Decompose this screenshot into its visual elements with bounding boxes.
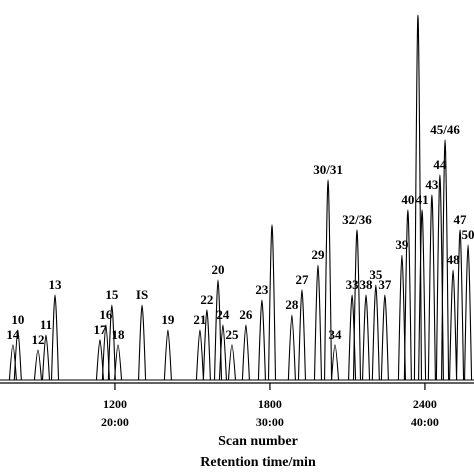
peak [464, 244, 473, 381]
x-tick-label: 2400 [413, 397, 437, 411]
peak [218, 324, 227, 381]
peak-label: 48 [447, 252, 461, 267]
peak-label: 43 [425, 177, 439, 192]
peak-label: 45/46 [430, 122, 460, 137]
peak [195, 329, 204, 381]
peak [435, 174, 444, 381]
peak-label: 50 [462, 227, 474, 242]
peak [413, 14, 422, 381]
peak-label: 44 [433, 157, 447, 172]
peak-label: 11 [40, 317, 52, 332]
peak-label: 38 [360, 277, 374, 292]
peak-label: 10 [11, 312, 24, 327]
peak [324, 179, 333, 381]
x-tick-label: 1200 [103, 397, 127, 411]
peak [107, 304, 116, 381]
peak-label: 25 [225, 327, 239, 342]
peak-label: 40 [401, 192, 414, 207]
x-tick-label-2: 40:00 [411, 415, 439, 429]
peak-label: 35 [369, 267, 383, 282]
peak-label: 15 [105, 287, 119, 302]
peak-label: 27 [295, 272, 309, 287]
x-tick-label-2: 20:00 [101, 415, 129, 429]
peak-label: 39 [395, 237, 409, 252]
peak [138, 304, 147, 381]
peak-label: 16 [99, 307, 113, 322]
peak [50, 294, 60, 381]
peak [352, 229, 362, 381]
peak [297, 289, 307, 381]
peak [163, 329, 172, 381]
peak-label: 28 [285, 297, 299, 312]
peak [371, 284, 380, 381]
peak [313, 264, 323, 381]
peak-label: 37 [378, 277, 392, 292]
peak [287, 314, 296, 381]
peak [361, 294, 371, 381]
peak-label: 34 [329, 327, 343, 342]
peak-label: 23 [255, 282, 269, 297]
peak [330, 344, 340, 381]
peak [397, 254, 406, 381]
peak-label: 32/36 [342, 212, 372, 227]
peak-label: 22 [200, 292, 213, 307]
peak [418, 209, 427, 381]
peak [441, 139, 450, 381]
peak-label: 12 [31, 332, 44, 347]
peak-label: 14 [6, 327, 20, 342]
peak-label: 29 [311, 247, 325, 262]
peak [456, 229, 465, 381]
peak [101, 324, 110, 381]
peak-label: 21 [193, 312, 206, 327]
peak-label: 19 [161, 312, 175, 327]
x-axis-title: Scan number [218, 434, 298, 449]
peak-label: 47 [454, 212, 468, 227]
peak [202, 309, 211, 381]
peak [33, 349, 43, 381]
peak [13, 329, 22, 381]
peak [380, 294, 389, 381]
peak [95, 339, 105, 381]
peak [227, 344, 237, 381]
peak-label: 41 [416, 192, 429, 207]
peak [257, 299, 266, 381]
peak [241, 324, 250, 381]
peak-label: 20 [212, 262, 225, 277]
peak [113, 344, 123, 381]
peak-label: 17 [93, 322, 107, 337]
peak [213, 279, 223, 381]
peak-label: 33 [346, 277, 360, 292]
x-tick-label-2: 30:00 [256, 415, 284, 429]
peak [267, 224, 277, 381]
peak-label: 18 [112, 327, 126, 342]
peak-label: 13 [49, 277, 63, 292]
peak-label: 24 [216, 307, 230, 322]
peak [403, 209, 412, 381]
x-tick-label: 1800 [258, 397, 282, 411]
x-axis-title-2: Retention time/min [200, 455, 316, 470]
peak-label: 30/31 [313, 162, 343, 177]
peak-label: IS [136, 287, 148, 302]
peak [449, 269, 458, 381]
peak-label: 26 [239, 307, 253, 322]
peak [41, 334, 51, 381]
peak [427, 194, 436, 381]
